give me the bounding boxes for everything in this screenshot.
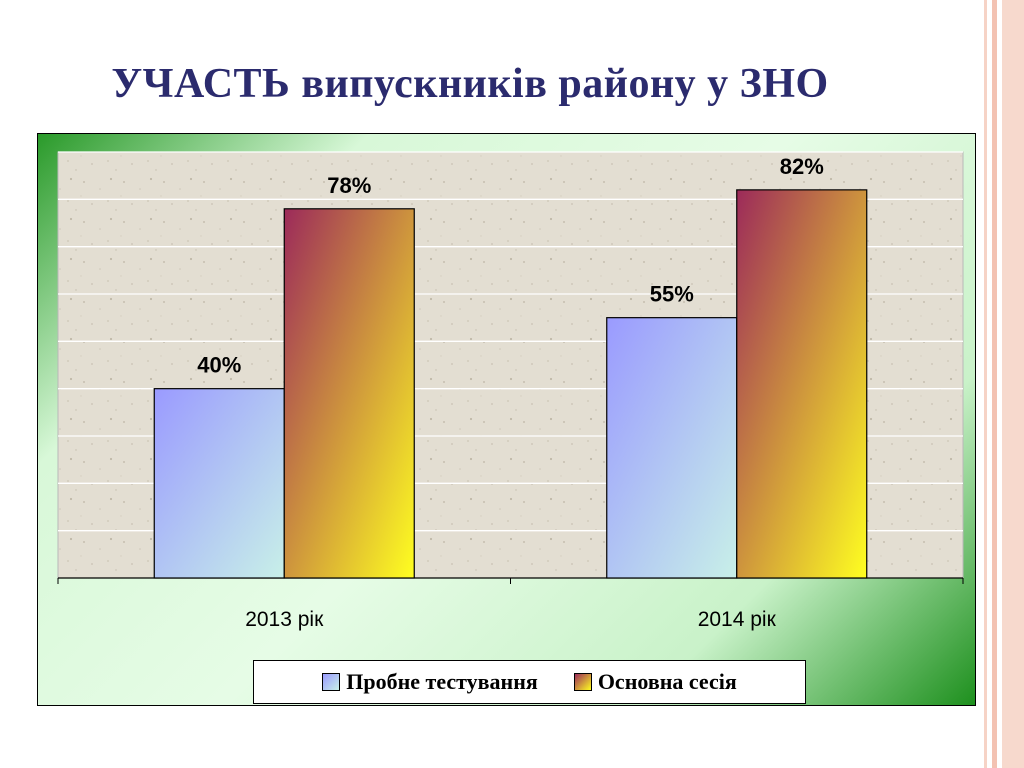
data-label: 55% xyxy=(650,282,694,307)
frame-stripe xyxy=(984,0,987,768)
bar-series-2-2 xyxy=(736,189,868,579)
legend: Пробне тестування Основна сесія xyxy=(253,660,806,704)
x-tick-label: 2014 рік xyxy=(698,608,777,631)
data-label: 78% xyxy=(327,173,371,198)
data-label: 40% xyxy=(197,353,241,378)
data-label: 82% xyxy=(780,154,824,179)
legend-entry-series-1: Пробне тестування xyxy=(322,669,538,695)
legend-label-series-1: Пробне тестування xyxy=(346,669,538,694)
bar-chart: 40% 78% 2013 рік 55% 82% 2014 рік xyxy=(57,151,964,631)
legend-swatch-series-1 xyxy=(322,673,341,691)
bar-series-1-1 xyxy=(153,388,285,579)
bar-series-1-2 xyxy=(606,317,738,579)
frame-stripe xyxy=(992,0,997,768)
frame-stripe xyxy=(1002,0,1024,768)
chart-area: 40% 78% 2013 рік 55% 82% 2014 рік xyxy=(37,133,976,706)
legend-label-series-2: Основна сесія xyxy=(597,669,737,694)
x-tick-label: 2013 рік xyxy=(245,608,324,631)
legend-swatch-series-2 xyxy=(573,673,592,691)
slide-title: УЧАСТЬ випускників району у ЗНО xyxy=(111,61,829,107)
legend-entry-series-2: Основна сесія xyxy=(573,669,737,695)
bar-series-2-1 xyxy=(283,208,415,579)
